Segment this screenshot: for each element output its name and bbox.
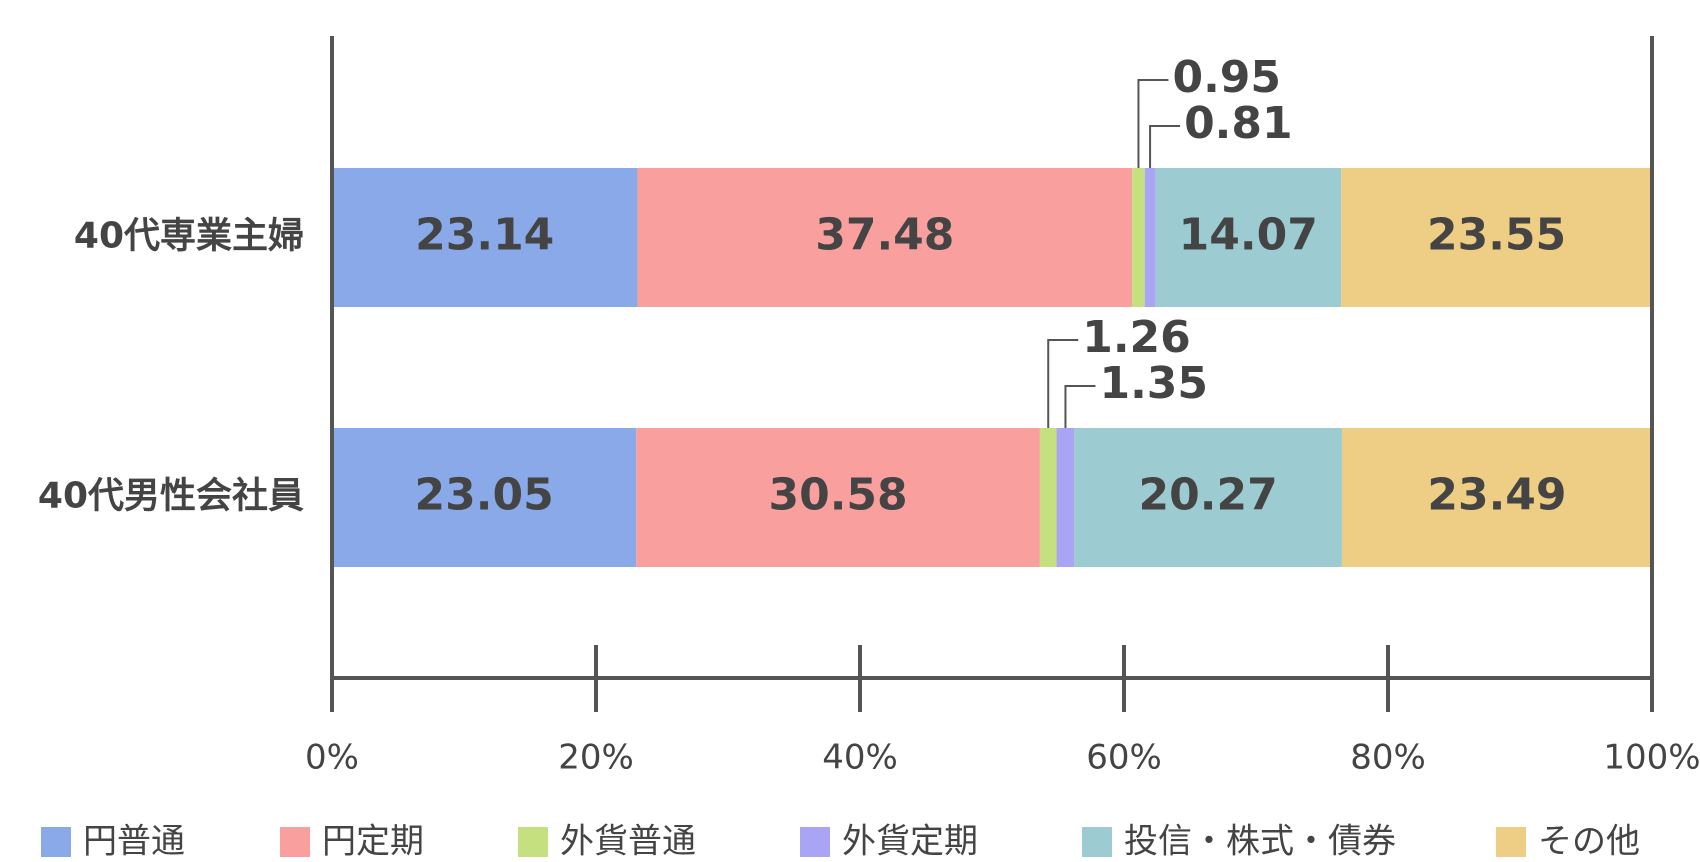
legend-swatch bbox=[1496, 827, 1526, 857]
legend-swatch bbox=[280, 827, 310, 857]
bar-segment bbox=[636, 428, 1040, 567]
data-label: 23.49 bbox=[1427, 470, 1566, 521]
data-label: 30.58 bbox=[768, 470, 907, 521]
x-tick-label: 20% bbox=[558, 738, 634, 778]
legend-label: 外貨定期 bbox=[842, 822, 978, 862]
bar-segment bbox=[637, 168, 1133, 307]
bar-segment bbox=[1155, 168, 1342, 307]
legend-label: 円定期 bbox=[322, 822, 424, 862]
x-tick-label: 0% bbox=[305, 738, 359, 778]
data-label: 0.81 bbox=[1184, 98, 1293, 149]
data-label: 0.95 bbox=[1172, 52, 1281, 103]
bar-segment bbox=[1144, 168, 1156, 307]
bar-segment bbox=[1039, 428, 1057, 567]
legend-swatch bbox=[1082, 827, 1112, 857]
category-label: 40代男性会社員 bbox=[38, 476, 304, 517]
legend-label: その他 bbox=[1538, 822, 1640, 862]
data-label: 1.26 bbox=[1082, 312, 1191, 363]
bar-segment bbox=[1074, 428, 1342, 567]
legend-swatch bbox=[800, 827, 830, 857]
leader-line bbox=[1149, 125, 1181, 168]
legend-swatch bbox=[41, 827, 71, 857]
legend-label: 円普通 bbox=[83, 822, 185, 862]
legend-swatch bbox=[518, 827, 548, 857]
bar-segment bbox=[332, 168, 638, 307]
leader-line bbox=[1137, 79, 1169, 168]
legend-label: 投信・株式・債券 bbox=[1124, 822, 1396, 862]
data-label: 14.07 bbox=[1179, 210, 1318, 261]
data-label: 37.48 bbox=[815, 210, 954, 261]
data-label: 23.14 bbox=[415, 210, 554, 261]
data-label: 20.27 bbox=[1139, 470, 1278, 521]
data-label: 23.55 bbox=[1427, 210, 1566, 261]
x-tick-label: 80% bbox=[1350, 738, 1426, 778]
leader-line bbox=[1047, 339, 1079, 428]
legend-label: 外貨普通 bbox=[560, 822, 696, 862]
bar-segment bbox=[1341, 168, 1652, 307]
bar-segment bbox=[332, 428, 637, 567]
data-label: 23.05 bbox=[415, 470, 554, 521]
bar-segment bbox=[1132, 168, 1145, 307]
bar-segment bbox=[1341, 428, 1652, 567]
bar-segment bbox=[1056, 428, 1075, 567]
x-tick-label: 60% bbox=[1086, 738, 1162, 778]
category-label: 40代専業主婦 bbox=[74, 216, 304, 257]
data-label: 1.35 bbox=[1099, 358, 1208, 409]
leader-line bbox=[1064, 385, 1096, 428]
x-tick-label: 40% bbox=[822, 738, 898, 778]
x-tick-label: 100% bbox=[1603, 738, 1700, 778]
